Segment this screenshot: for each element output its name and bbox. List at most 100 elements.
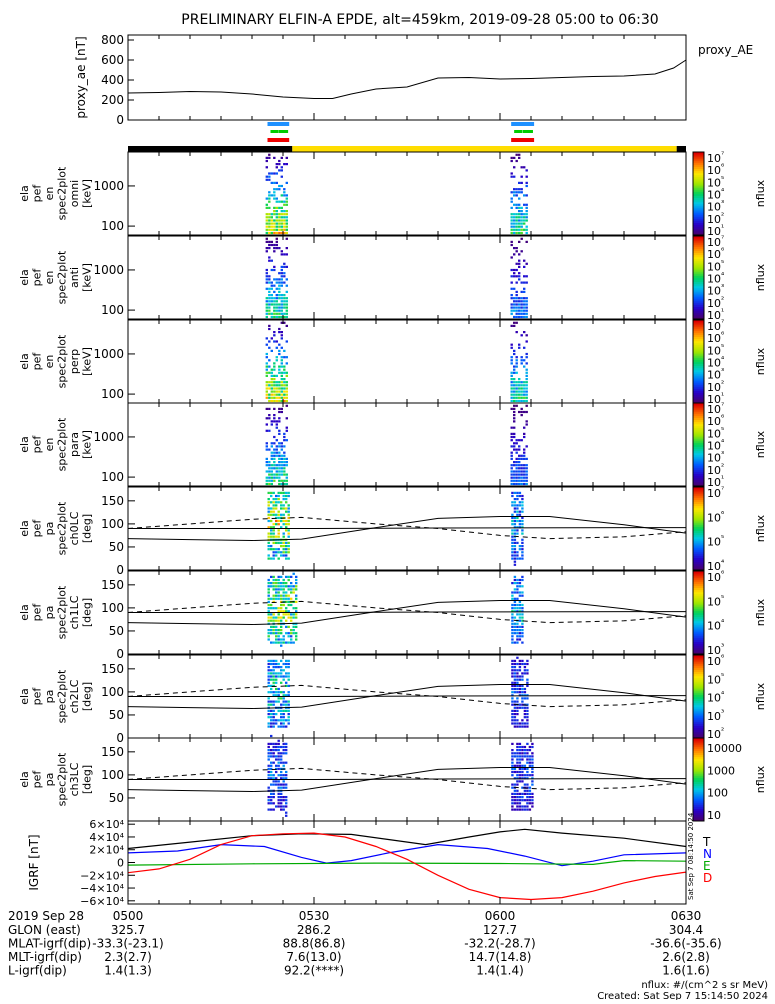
spectrogram-pixel [287, 635, 290, 638]
spectrogram-pixel [518, 210, 521, 213]
spectrogram-pixel [513, 253, 516, 256]
spectrogram-pixel [265, 237, 268, 240]
colorbar-segment [693, 394, 704, 398]
spectrogram-pixel [280, 337, 283, 340]
spectrogram-pixel [510, 312, 513, 315]
colorbar-label: 10⁶ [707, 162, 724, 177]
spectrogram-pixel [516, 700, 519, 703]
spectrogram-pixel [268, 467, 271, 470]
spectrogram-pixel [272, 557, 275, 560]
spectrogram-pixel [518, 557, 522, 560]
spectrogram-pixel [280, 442, 283, 445]
spectrogram-pixel [513, 445, 516, 448]
spectrogram-pixel [270, 442, 273, 445]
spectrogram-pixel [516, 684, 519, 687]
spectrogram-pixel [523, 482, 526, 486]
spectrogram-pixel [520, 225, 523, 228]
colorbar-segment [693, 725, 704, 729]
spectrogram-pixel [526, 681, 529, 684]
proxy-ae-tick-label: 600 [101, 53, 124, 67]
colorbar-segment [693, 561, 704, 565]
spectrogram-pixel [280, 482, 283, 486]
spectrogram-pixel [280, 219, 283, 222]
colorbar-segment [693, 696, 704, 699]
spectrogram-pixel [270, 231, 273, 235]
spectrogram-pixel [275, 691, 278, 694]
spectrogram-pixel [516, 802, 519, 805]
spectrogram-pixel [510, 216, 513, 219]
proxy-ae-tick-label: 0 [116, 113, 124, 127]
spectrogram-pixel [273, 399, 276, 403]
colorbar-segment [693, 798, 704, 801]
spectrogram-pixel [523, 764, 527, 767]
spectrogram-pixel [267, 700, 270, 703]
colorbar-segment [693, 536, 704, 540]
spectrogram-pixel [523, 454, 526, 457]
igrf-tick-label: 4×10⁴ [89, 831, 124, 844]
spectrogram-pixel [273, 368, 276, 371]
spectrogram-pixel [521, 700, 524, 703]
spectrogram-pixel [521, 557, 524, 560]
spectrogram-pixel [518, 253, 521, 256]
spectrogram-pixel [523, 381, 526, 384]
spectrogram-pixel [523, 722, 527, 725]
colorbar-segment [693, 289, 704, 293]
spectrogram-pixel [275, 594, 278, 597]
spectrogram-pixel [511, 548, 514, 551]
spectrogram-pixel [285, 300, 288, 303]
spectrogram-pixel [526, 808, 529, 811]
spectrogram-pixel [280, 713, 283, 716]
spectrogram-pixel [520, 482, 523, 486]
spectrogram-pixel [280, 802, 283, 805]
spectrogram-pixel [511, 659, 514, 662]
spectrogram-pixel [513, 541, 517, 544]
spectrogram-pixel [292, 572, 295, 575]
colorbar-segment [693, 432, 704, 435]
colorbar-segment [693, 351, 704, 354]
colorbar-segment [693, 715, 704, 718]
colorbar-label: 10⁴ [707, 438, 724, 453]
spectrogram-pixel [270, 519, 273, 523]
spectrogram-pixel [270, 755, 273, 758]
spectrogram-pixel [521, 610, 524, 613]
spectrogram-pixel [267, 504, 270, 507]
spectrogram-pixel [270, 396, 273, 399]
spectrogram-pixel [515, 390, 518, 393]
spectrogram-pixel [520, 334, 523, 337]
spectrogram-pixel [521, 697, 524, 700]
spectrogram-ylabel: spec2plot [56, 752, 69, 806]
spectrogram-pixel [270, 510, 273, 513]
colorbar-segment [693, 220, 704, 223]
spectrogram-pixel [523, 390, 526, 393]
spectrogram-pixel [282, 635, 285, 638]
spectrogram-pixel [531, 799, 534, 802]
spectrogram-pixel [267, 513, 270, 516]
spectrogram-pixel [272, 725, 275, 728]
spectrogram-tick-label: 150 [101, 578, 124, 592]
spectrogram-pixel [520, 473, 523, 476]
spectrogram-pixel [516, 758, 519, 761]
spectrogram-pixel [290, 638, 293, 641]
spectrogram-pixel [275, 607, 278, 610]
spectrogram-pixel [282, 719, 285, 722]
spectrogram-pixel [265, 390, 268, 393]
spectrogram-tick-label: 50 [109, 708, 124, 722]
colorbar-label: 10⁷ [707, 150, 724, 165]
spectrogram-pixel [525, 306, 528, 309]
spectrogram-pixel [270, 548, 273, 551]
spectrogram-pixel [277, 783, 280, 786]
spectrogram-pixel [280, 554, 283, 557]
spectrogram-pixel [526, 694, 529, 697]
spectrogram-pixel [280, 206, 283, 209]
spectrogram-pixel [531, 792, 534, 795]
spectrogram-pixel [267, 597, 270, 600]
colorbar-segment [693, 758, 704, 762]
spectrogram-pixel [525, 181, 528, 184]
spectrogram-pixel [525, 356, 528, 359]
spectrogram-pixel [285, 247, 288, 250]
spectrogram-pixel [268, 259, 271, 262]
spectrogram-pixel [268, 213, 271, 216]
colorbar-segment [693, 469, 704, 472]
orbit-row-label: MLT-igrf(dip) [8, 950, 82, 964]
spectrogram-pixel [526, 789, 529, 792]
